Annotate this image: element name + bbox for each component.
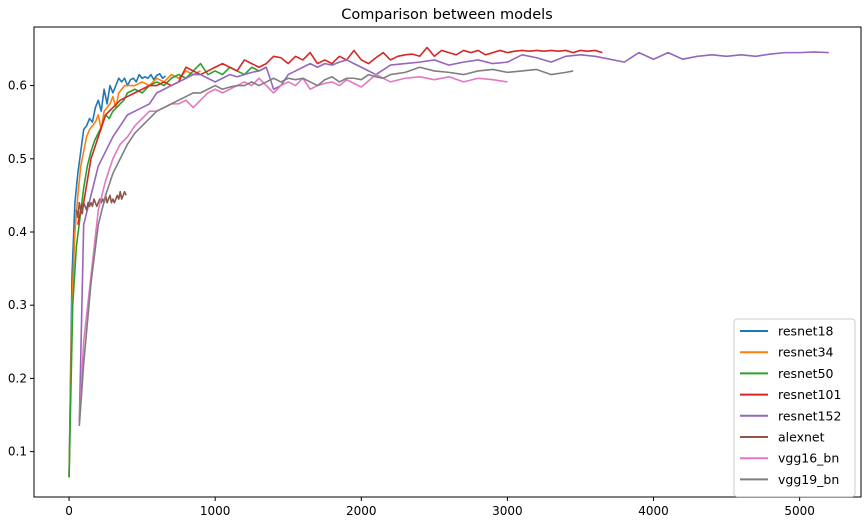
series-line-alexnet [75, 190, 127, 219]
legend-label-resnet101: resnet101 [778, 387, 841, 402]
y-tick-label: 0.2 [8, 371, 27, 385]
x-tick-label: 2000 [346, 504, 377, 518]
legend-box [733, 318, 856, 498]
legend-label-vgg16_bn: vgg16_bn [778, 451, 839, 466]
series-line-resnet18 [68, 73, 166, 478]
series-line-resnet152 [78, 51, 829, 423]
y-tick-label: 0.6 [8, 79, 27, 93]
series-line-vgg19_bn [78, 66, 574, 427]
series-line-resnet101 [77, 46, 603, 225]
legend-label-resnet152: resnet152 [778, 408, 841, 423]
legend-label-resnet18: resnet18 [778, 324, 834, 339]
x-tick-label: 0 [65, 504, 73, 518]
x-tick-label: 5000 [784, 504, 815, 518]
x-tick-label: 4000 [638, 504, 669, 518]
x-tick-label: 1000 [200, 504, 231, 518]
series-line-resnet34 [68, 70, 201, 478]
y-tick-label: 0.3 [8, 298, 27, 312]
legend: resnet18 resnet34 resnet50 resnet101 resnet1… [733, 318, 856, 498]
legend-label-resnet50: resnet50 [778, 366, 834, 381]
x-tick-label: 3000 [492, 504, 523, 518]
y-axis: 0.1 0.2 0.3 0.4 0.5 0.6 [8, 79, 34, 459]
legend-label-vgg19_bn: vgg19_bn [778, 472, 839, 487]
plot-lines [68, 46, 829, 478]
legend-label-resnet34: resnet34 [778, 345, 834, 360]
y-tick-label: 0.5 [8, 152, 27, 166]
series-line-vgg16_bn [78, 73, 508, 423]
legend-label-alexnet: alexnet [778, 430, 825, 445]
y-tick-label: 0.1 [8, 445, 27, 459]
series-line-resnet50 [68, 62, 267, 478]
plot-frame [33, 26, 862, 498]
chart-title: Comparison between models [341, 7, 552, 23]
x-axis: 0 1000 2000 3000 4000 5000 [65, 497, 815, 518]
y-tick-label: 0.4 [8, 225, 27, 239]
